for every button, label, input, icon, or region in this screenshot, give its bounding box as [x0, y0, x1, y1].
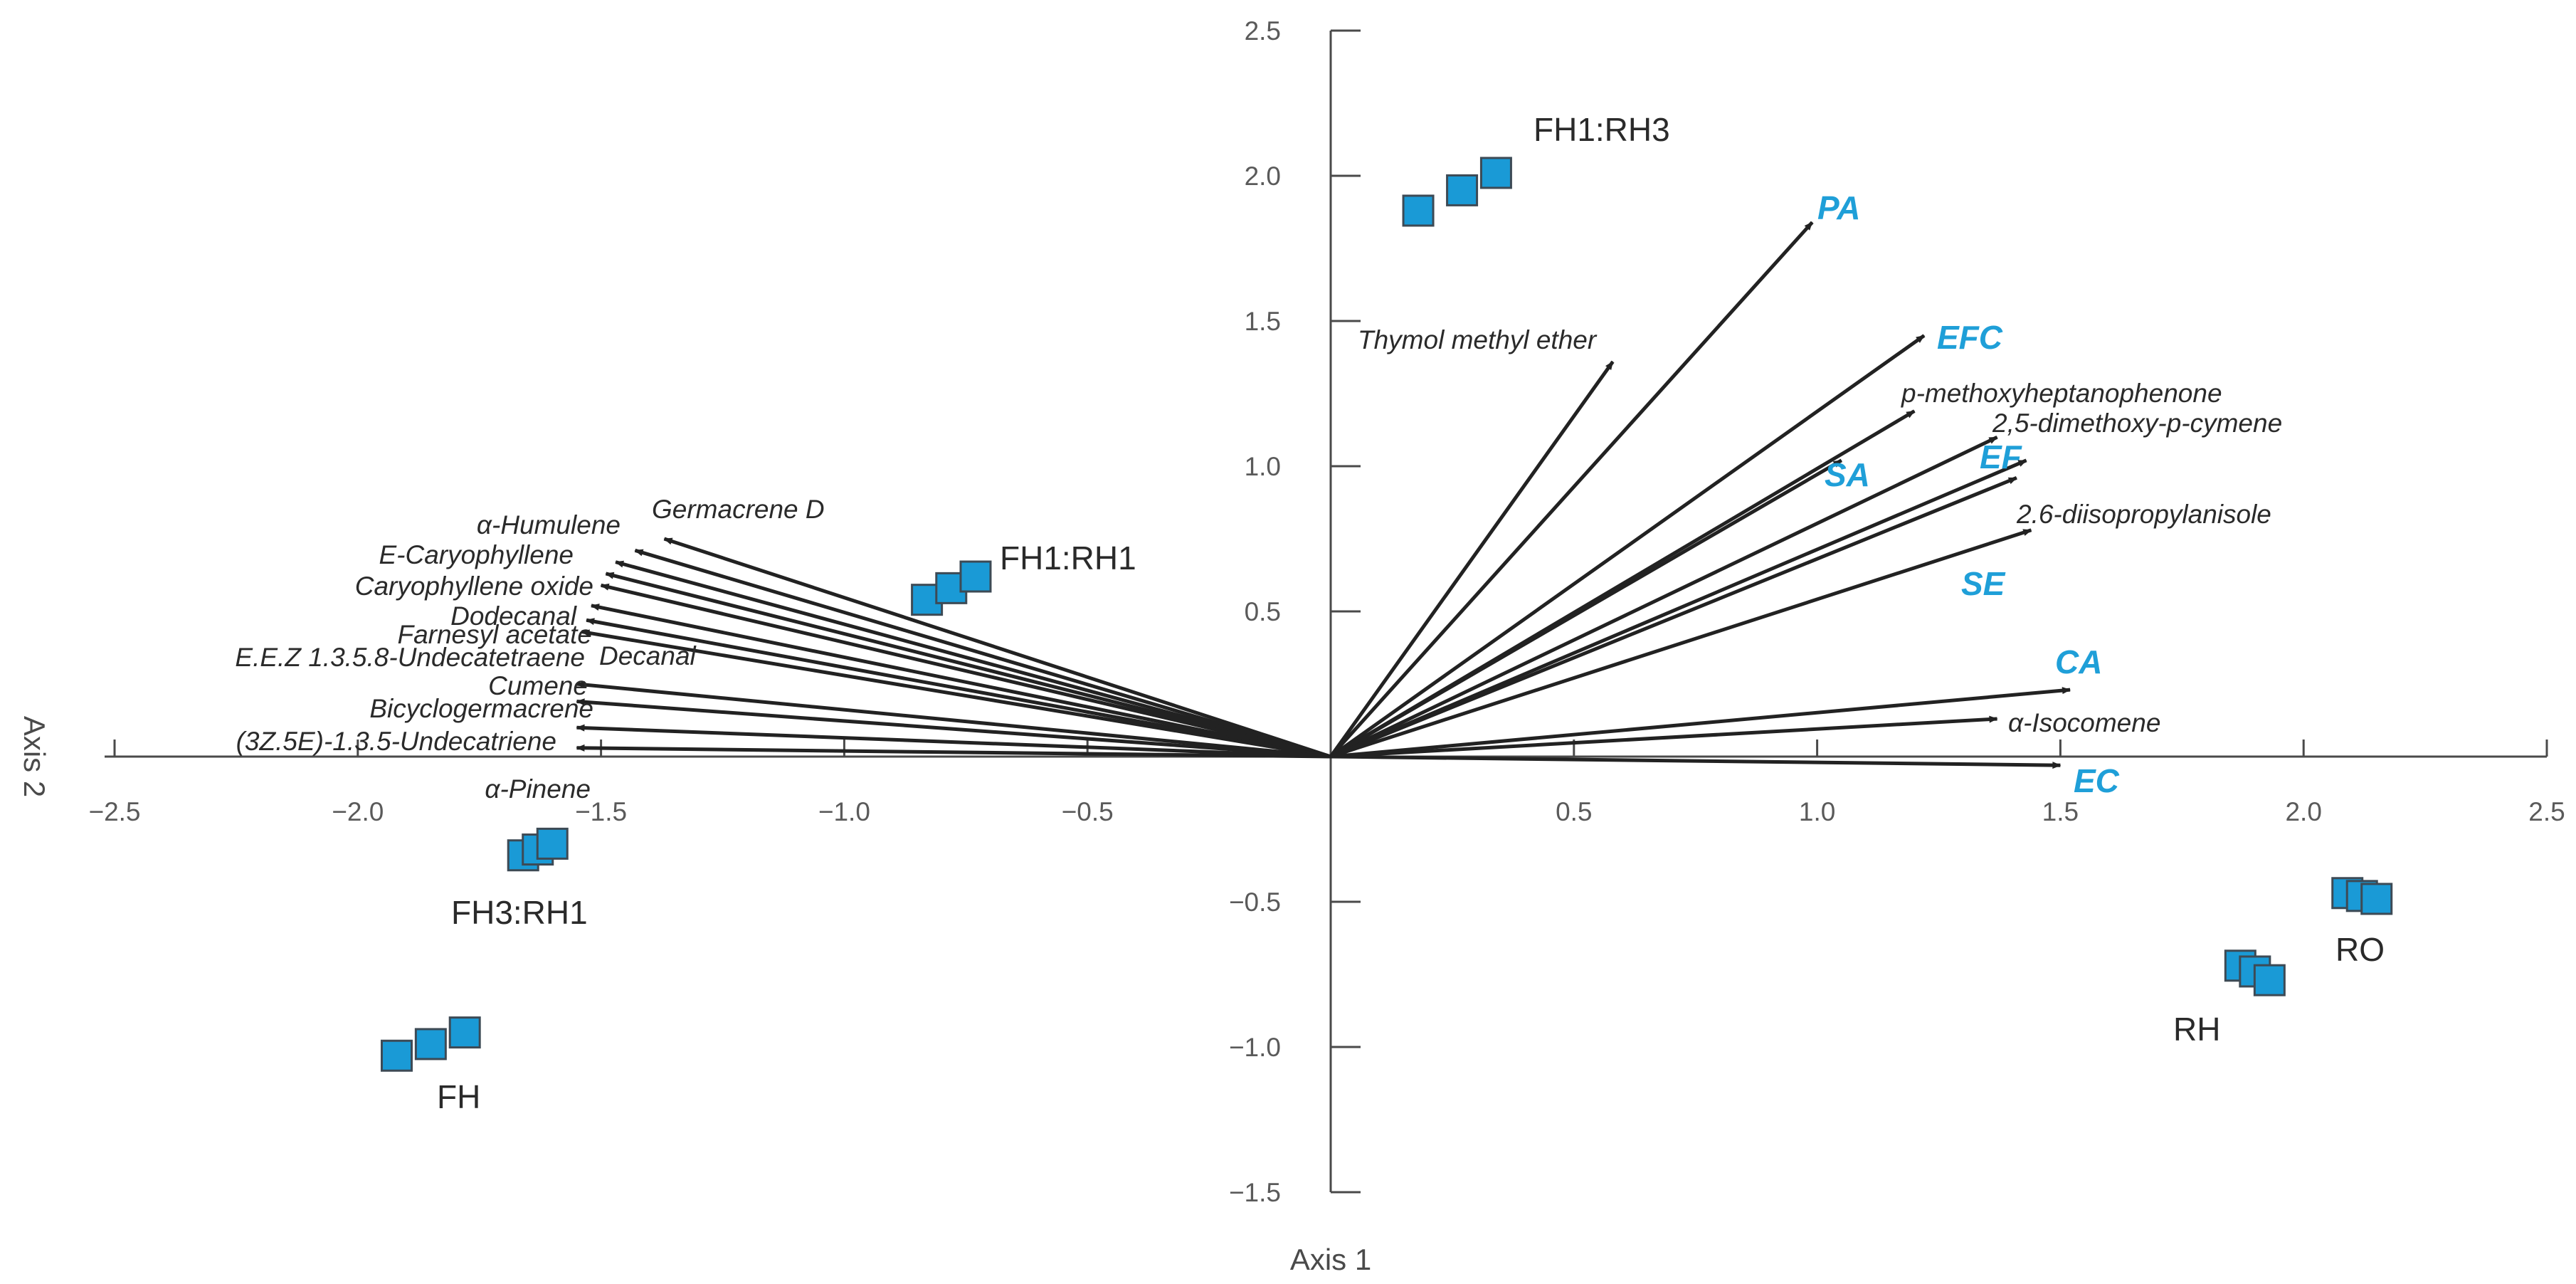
compound-vector-isocomene — [1330, 715, 1998, 759]
sample-label-ro: RO — [2335, 931, 2385, 968]
compound-vector-thymol-methyl-ether — [1329, 360, 1615, 758]
response-vector-ca — [1330, 687, 2071, 759]
y-tick-label: −0.5 — [1229, 888, 1281, 917]
compound-vector-cumene — [576, 681, 1331, 759]
sample-point-ro-3 — [2360, 883, 2393, 915]
response-label-ef: EF — [1980, 438, 2023, 475]
sample-point-fh3-rh1-3 — [536, 827, 569, 860]
compound-label-isocomene: α-Isocomene — [2008, 708, 2160, 737]
compound-label-cumene: Cumene — [488, 671, 588, 700]
x-tick-label: 1.0 — [1799, 797, 1835, 826]
compound-vector-2-5-dimethoxy-p-cymene — [1329, 435, 1998, 759]
compound-vector-pinene — [576, 744, 1331, 759]
sample-label-rh: RH — [2173, 1011, 2220, 1048]
x-tick-label: −1.5 — [575, 797, 627, 826]
response-vector-se — [1330, 528, 2032, 759]
y-tick-label: 2.0 — [1245, 162, 1281, 191]
x-axis-title: Axis 1 — [1290, 1243, 1371, 1276]
sample-point-fh1-rh3-3 — [1479, 157, 1512, 189]
compound-label-pinene: α-Pinene — [485, 774, 591, 804]
response-label-pa: PA — [1817, 189, 1861, 226]
x-tick-label: 2.0 — [2285, 797, 2321, 826]
response-vector-pa — [1329, 221, 1814, 758]
x-tick-label: 0.5 — [1556, 797, 1592, 826]
compound-label-p-methoxyheptanophenone: p-methoxyheptanophenone — [1901, 379, 2222, 408]
sample-point-fh1-rh3-1 — [1402, 194, 1435, 227]
sample-point-fh-3 — [448, 1016, 481, 1049]
compound-vector-bicyclogermacrene — [576, 698, 1331, 759]
compound-label-2-5-dimethoxy-p-cymene: 2,5-dimethoxy-p-cymene — [1992, 409, 2282, 438]
sample-label-fh3-rh1: FH3:RH1 — [451, 894, 588, 931]
compound-vector-2-6-diisopropylanisole — [1330, 476, 2017, 759]
x-tick-label: −2.0 — [332, 797, 384, 826]
response-vectors: PA EFC SA EF SE CA EC — [1329, 189, 2120, 799]
compound-vector-dodecanal — [600, 583, 1331, 759]
compound-label-bicyclogermacrene: Bicyclogermacrene — [369, 694, 593, 723]
compound-label-caryophyllene-oxide: Caryophyllene oxide — [355, 572, 593, 601]
compound-vector-e-e-z-1-3-5-8-undecatetraene — [586, 618, 1331, 759]
compound-vector-humulene — [634, 548, 1331, 759]
sample-point-fh-2 — [414, 1028, 447, 1061]
compound-label-decanal: Decanal — [599, 641, 697, 670]
compound-label-farnesyl-acetate: Farnesyl acetate — [397, 620, 592, 649]
compound-vector-farnesyl-acetate — [590, 604, 1331, 759]
x-tick-label: −1.0 — [818, 797, 870, 826]
response-vector-ec — [1330, 754, 2062, 769]
axes: −2.5 −2.0 −1.5 −1.0 −0.5 0.5 1.0 1.5 2.0 2.5 −1.5… — [18, 16, 2565, 1276]
compound-vector-germacrene-d — [663, 537, 1331, 759]
compound-label-e-e-z-1-3-5-8-undecatetraene: E.E.Z 1.3.5.8-Undecatetraene — [235, 643, 585, 672]
compound-vector-caryophyllene-oxide — [605, 572, 1331, 759]
y-tick-label: 1.5 — [1245, 307, 1281, 336]
compound-vector-decanal — [581, 629, 1331, 759]
response-label-ca: CA — [2055, 643, 2102, 680]
response-label-se: SE — [1961, 565, 2006, 602]
y-tick-label: 0.5 — [1245, 597, 1281, 626]
y-tick-label: 1.0 — [1245, 452, 1281, 481]
y-tick-label: −1.5 — [1229, 1178, 1281, 1207]
compound-vectors: Thymol methyl ether p-methoxyheptanopheno… — [235, 325, 2282, 804]
sample-point-fh1-rh1-3 — [959, 560, 992, 593]
x-tick-label: 2.5 — [2528, 797, 2565, 826]
compound-vector-e-caryophyllene — [615, 560, 1331, 759]
sample-point-fh1-rh3-2 — [1446, 174, 1479, 206]
compound-label-humulene: α-Humulene — [477, 510, 621, 540]
compound-label-3z-5e-1-3-5-undecatriene: (3Z.5E)-1.3.5-Undecatriene — [236, 727, 556, 756]
sample-point-rh-3 — [2253, 964, 2286, 996]
response-label-ec: EC — [2074, 762, 2120, 799]
sample-point-fh-1 — [380, 1039, 413, 1072]
sample-label-fh: FH — [437, 1078, 480, 1115]
x-tick-label: −2.5 — [88, 797, 140, 826]
response-vector-sa — [1329, 458, 1843, 759]
response-vector-ef — [1330, 458, 2027, 759]
compound-label-germacrene-d: Germacrene D — [652, 495, 825, 524]
response-label-efc: EFC — [1937, 319, 2003, 356]
compound-label-dodecanal: Dodecanal — [450, 601, 578, 631]
x-axis-ticks: −2.5 −2.0 −1.5 −1.0 −0.5 0.5 1.0 1.5 2.0 2.5 — [88, 740, 2565, 826]
y-axis-ticks: −1.5 −1.0 −0.5 0.5 1.0 1.5 2.0 2.5 — [1229, 16, 1361, 1207]
y-tick-label: 2.5 — [1245, 16, 1281, 46]
x-tick-label: 1.5 — [2042, 797, 2079, 826]
compound-label-2-6-diisopropylanisole: 2.6-diisopropylanisole — [2016, 500, 2271, 529]
compound-label-e-caryophyllene: E-Caryophyllene — [379, 540, 574, 569]
sample-groups: FH1:RH3 FH1:RH1 FH3:RH1 FH RH RO — [380, 111, 2393, 1115]
compound-vector-3z-5e-1-3-5-undecatriene — [576, 724, 1331, 759]
y-axis-title: Axis 2 — [18, 716, 51, 797]
x-tick-label: −0.5 — [1062, 797, 1114, 826]
y-tick-label: −1.0 — [1229, 1033, 1281, 1062]
compound-label-thymol-methyl-ether: Thymol methyl ether — [1358, 325, 1598, 354]
sample-label-fh1-rh3: FH1:RH3 — [1534, 111, 1670, 148]
response-vector-efc — [1329, 334, 1926, 759]
sample-label-fh1-rh1: FH1:RH1 — [1000, 540, 1136, 577]
response-label-sa: SA — [1825, 456, 1870, 493]
